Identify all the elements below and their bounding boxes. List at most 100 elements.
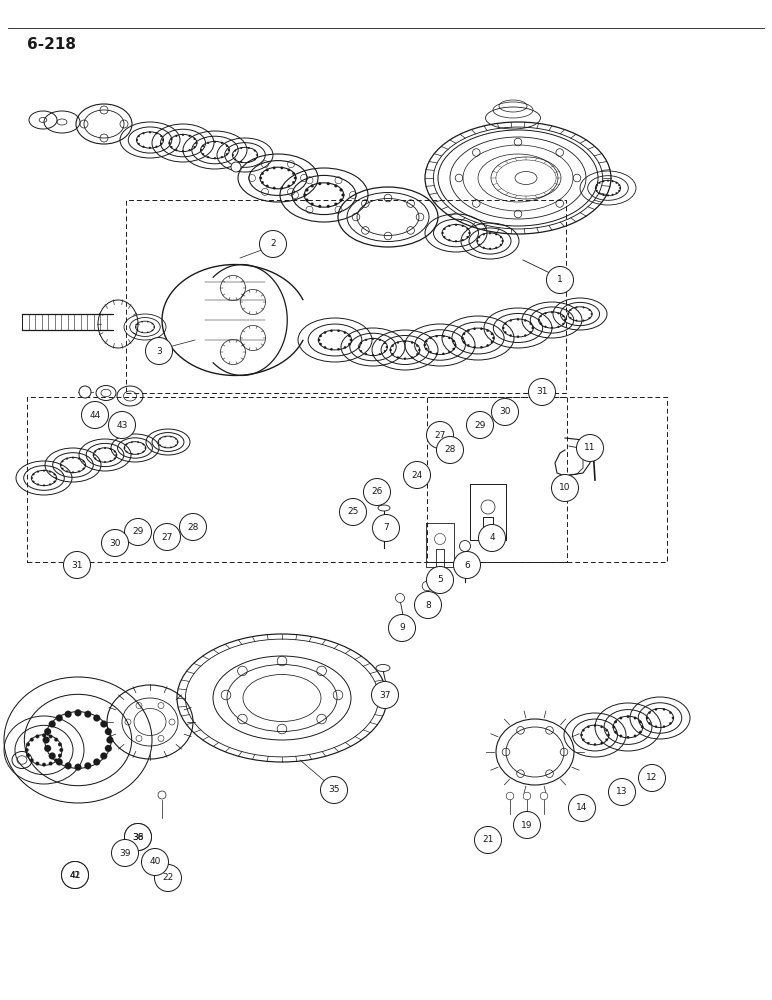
Circle shape bbox=[504, 331, 506, 333]
Text: 25: 25 bbox=[347, 508, 359, 516]
Text: 26: 26 bbox=[371, 488, 383, 496]
Circle shape bbox=[94, 451, 96, 452]
Circle shape bbox=[510, 319, 512, 322]
Text: 13: 13 bbox=[616, 788, 628, 796]
Circle shape bbox=[194, 146, 195, 148]
Circle shape bbox=[455, 224, 457, 226]
Text: 21: 21 bbox=[482, 836, 493, 844]
Text: 14: 14 bbox=[577, 804, 587, 812]
Circle shape bbox=[330, 330, 333, 332]
Circle shape bbox=[416, 345, 418, 347]
Text: 31: 31 bbox=[71, 560, 83, 570]
Circle shape bbox=[466, 228, 469, 230]
Circle shape bbox=[540, 315, 542, 317]
Circle shape bbox=[162, 139, 164, 141]
Circle shape bbox=[175, 438, 176, 439]
Circle shape bbox=[53, 481, 56, 483]
Circle shape bbox=[202, 153, 204, 155]
Circle shape bbox=[141, 848, 168, 876]
Circle shape bbox=[124, 447, 125, 449]
Circle shape bbox=[75, 764, 82, 771]
Circle shape bbox=[360, 342, 362, 344]
Circle shape bbox=[58, 743, 62, 746]
Circle shape bbox=[655, 708, 657, 711]
Circle shape bbox=[598, 192, 601, 194]
Circle shape bbox=[158, 791, 166, 799]
Circle shape bbox=[607, 194, 609, 196]
Circle shape bbox=[594, 743, 596, 746]
Text: 41: 41 bbox=[69, 870, 81, 880]
Circle shape bbox=[510, 334, 512, 337]
Circle shape bbox=[143, 146, 144, 148]
Circle shape bbox=[188, 135, 191, 137]
Circle shape bbox=[615, 731, 617, 733]
Circle shape bbox=[221, 156, 223, 158]
Circle shape bbox=[62, 460, 63, 462]
Circle shape bbox=[170, 447, 171, 448]
Circle shape bbox=[404, 340, 406, 342]
Circle shape bbox=[323, 346, 327, 349]
Circle shape bbox=[105, 745, 112, 752]
Circle shape bbox=[476, 240, 479, 242]
Circle shape bbox=[266, 169, 269, 171]
Text: 29: 29 bbox=[474, 420, 486, 430]
Circle shape bbox=[42, 763, 46, 767]
Circle shape bbox=[170, 436, 171, 437]
Circle shape bbox=[595, 187, 597, 189]
Circle shape bbox=[620, 717, 622, 719]
Circle shape bbox=[577, 434, 604, 462]
Circle shape bbox=[221, 142, 223, 144]
Circle shape bbox=[287, 185, 290, 187]
Circle shape bbox=[254, 150, 256, 152]
Circle shape bbox=[240, 147, 242, 149]
Circle shape bbox=[462, 333, 466, 335]
Circle shape bbox=[575, 307, 577, 308]
Text: 1: 1 bbox=[557, 275, 563, 284]
Circle shape bbox=[615, 182, 618, 184]
Circle shape bbox=[287, 169, 290, 171]
Text: 8: 8 bbox=[425, 600, 431, 609]
Circle shape bbox=[25, 748, 29, 752]
Circle shape bbox=[101, 530, 128, 556]
Circle shape bbox=[449, 239, 450, 241]
Circle shape bbox=[582, 729, 584, 731]
Circle shape bbox=[452, 348, 455, 350]
Text: 42: 42 bbox=[69, 870, 80, 880]
Circle shape bbox=[607, 180, 609, 182]
Circle shape bbox=[84, 762, 91, 769]
Circle shape bbox=[37, 471, 39, 473]
Circle shape bbox=[627, 715, 629, 718]
Circle shape bbox=[422, 581, 432, 591]
Circle shape bbox=[517, 318, 519, 320]
Text: 5: 5 bbox=[437, 576, 443, 584]
Circle shape bbox=[530, 331, 532, 333]
Circle shape bbox=[104, 461, 106, 463]
Circle shape bbox=[49, 762, 52, 765]
Circle shape bbox=[31, 477, 33, 479]
Circle shape bbox=[207, 156, 209, 158]
Circle shape bbox=[547, 266, 574, 293]
Circle shape bbox=[499, 236, 502, 238]
Circle shape bbox=[618, 184, 620, 186]
Circle shape bbox=[42, 733, 46, 737]
Circle shape bbox=[78, 458, 80, 460]
Circle shape bbox=[44, 728, 51, 735]
Circle shape bbox=[562, 323, 564, 325]
Text: 12: 12 bbox=[646, 774, 658, 782]
Circle shape bbox=[226, 145, 228, 147]
Circle shape bbox=[78, 470, 80, 472]
Circle shape bbox=[570, 309, 571, 311]
Circle shape bbox=[79, 386, 91, 398]
Circle shape bbox=[303, 194, 306, 196]
Circle shape bbox=[175, 135, 178, 137]
Circle shape bbox=[567, 313, 569, 315]
Text: 22: 22 bbox=[162, 874, 174, 882]
Circle shape bbox=[147, 332, 148, 333]
Text: 35: 35 bbox=[328, 786, 340, 794]
Circle shape bbox=[544, 326, 547, 328]
Circle shape bbox=[489, 248, 491, 250]
Circle shape bbox=[60, 464, 62, 466]
Circle shape bbox=[390, 349, 392, 351]
Circle shape bbox=[493, 337, 495, 339]
Circle shape bbox=[557, 326, 560, 328]
